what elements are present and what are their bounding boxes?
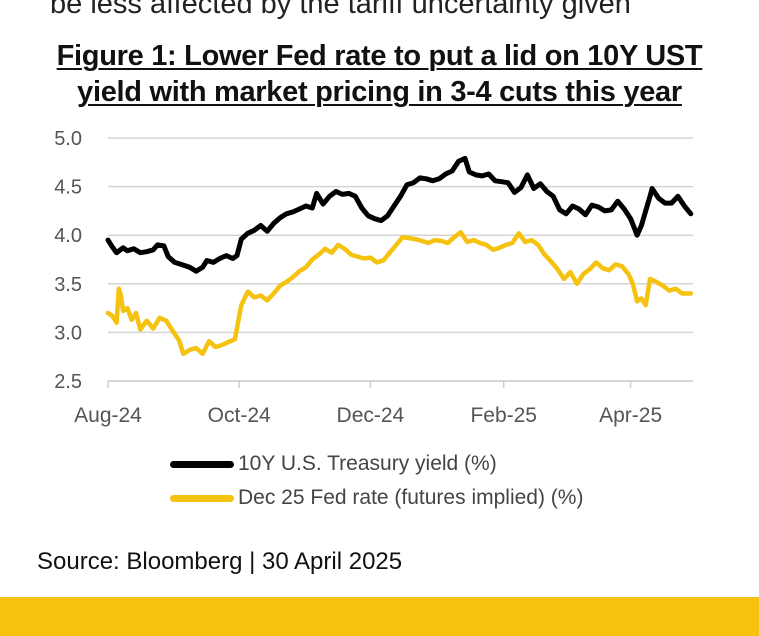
source-note: Source: Bloomberg | 30 April 2025 <box>37 548 403 575</box>
y-axis-tick-labels: 2.5 3.0 3.5 4.0 4.5 5.0 <box>54 128 82 393</box>
x-tick-label: Aug-24 <box>74 404 142 427</box>
legend-label-fed-rate: Dec 25 Fed rate (futures implied) (%) <box>238 486 584 509</box>
chart-legend: 10Y U.S. Treasury yield (%) Dec 25 Fed r… <box>170 447 583 515</box>
y-tick-label: 4.0 <box>54 225 82 247</box>
chart-series <box>105 155 694 357</box>
figure-title-line-1: Figure 1: Lower Fed rate to put a lid on… <box>56 40 703 72</box>
legend-swatch-treasury-yield <box>170 460 234 468</box>
footer-color-bar <box>0 597 759 636</box>
legend-item-treasury-yield: 10Y U.S. Treasury yield (%) <box>170 447 583 481</box>
x-tick-label: Apr-25 <box>599 404 662 427</box>
series-line-treasury-yield <box>105 155 694 274</box>
clipped-paragraph-text: be less affected by the tariff uncertain… <box>50 0 631 20</box>
y-tick-label: 4.5 <box>54 177 82 199</box>
series-line-fed-rate <box>105 230 694 357</box>
x-tick-label: Dec-24 <box>337 404 405 427</box>
y-tick-label: 5.0 <box>54 128 82 150</box>
x-tick-label: Oct-24 <box>208 404 271 427</box>
y-tick-label: 2.5 <box>54 371 82 393</box>
legend-swatch-fed-rate <box>170 494 234 502</box>
y-tick-label: 3.0 <box>54 322 82 344</box>
line-chart: 2.5 3.0 3.5 4.0 4.5 5.0 Aug-24 Oct-24 Dec-24 Feb… <box>54 128 694 427</box>
chart-gridlines <box>108 137 693 382</box>
x-axis: Aug-24 Oct-24 Dec-24 Feb-25 Apr-25 <box>74 380 693 427</box>
figure-title-line-2: yield with market pricing in 3-4 cuts th… <box>77 76 682 108</box>
x-tick-label: Feb-25 <box>470 404 537 427</box>
y-tick-label: 3.5 <box>54 274 82 296</box>
legend-item-fed-rate: Dec 25 Fed rate (futures implied) (%) <box>170 481 583 515</box>
legend-label-treasury-yield: 10Y U.S. Treasury yield (%) <box>238 452 497 475</box>
